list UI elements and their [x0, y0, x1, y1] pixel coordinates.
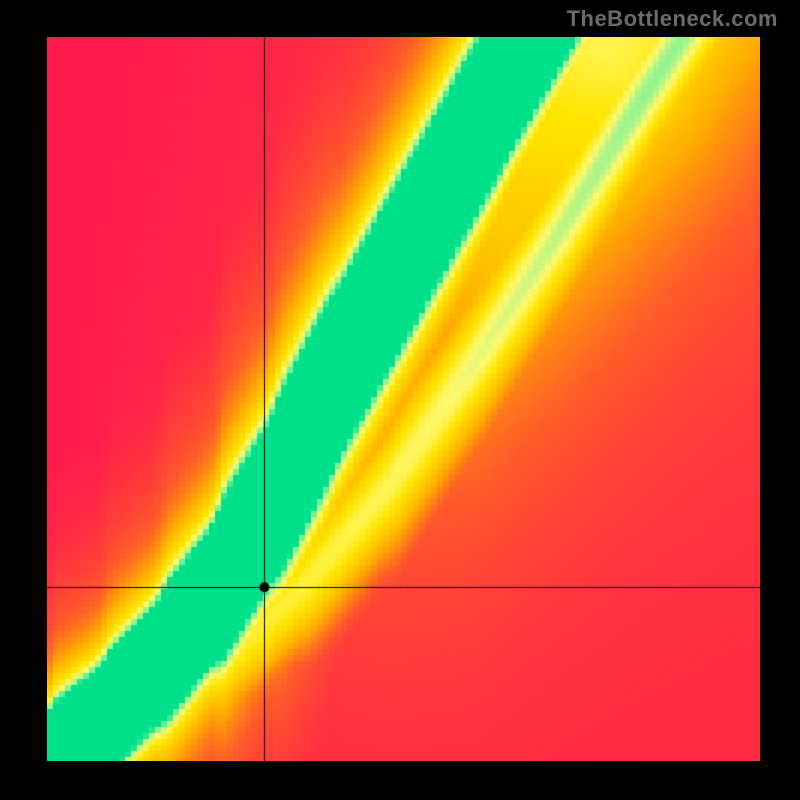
heatmap-plot	[47, 37, 760, 761]
chart-frame: TheBottleneck.com	[0, 0, 800, 800]
watermark-text: TheBottleneck.com	[567, 6, 778, 32]
heatmap-canvas	[47, 37, 760, 761]
